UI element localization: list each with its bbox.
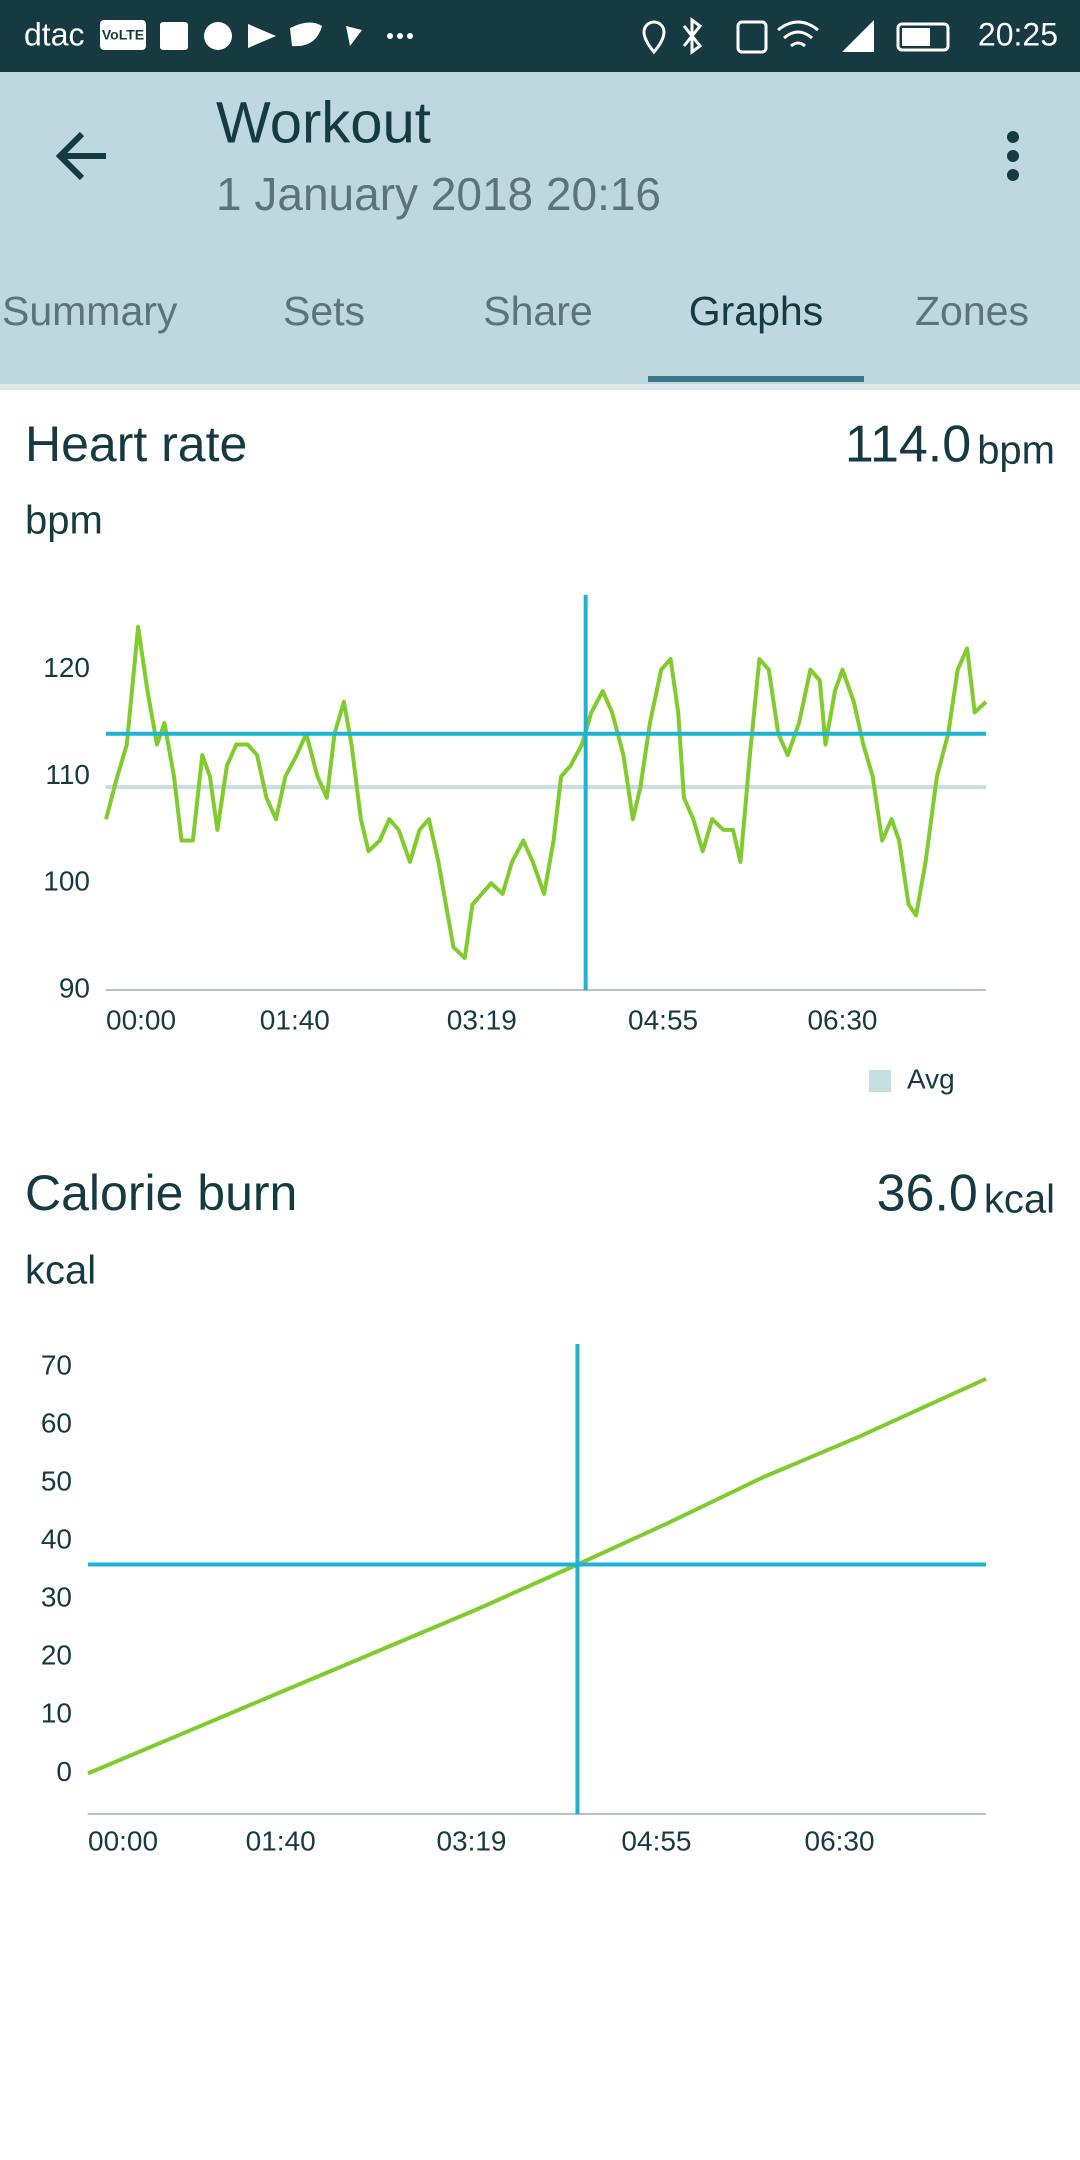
cursor-value: 36.0 — [877, 1165, 978, 1223]
back-button[interactable] — [55, 131, 106, 181]
x-tick-label: 01:40 — [260, 1004, 330, 1035]
more-dot — [407, 33, 413, 39]
x-tick-label: 04:55 — [628, 1004, 698, 1035]
x-tick-label: 00:00 — [106, 1004, 176, 1035]
chart-title: Heart rate — [25, 416, 247, 472]
legend-label: Avg — [907, 1063, 955, 1094]
y-tick-label: 100 — [43, 866, 90, 897]
y-axis-label: bpm — [25, 499, 103, 543]
y-tick-label: 30 — [41, 1582, 72, 1613]
y-tick-label: 120 — [43, 652, 90, 683]
volte-text: VoLTE — [102, 27, 144, 43]
location-icon — [642, 20, 666, 55]
twitter-icon — [290, 22, 322, 47]
tab[interactable]: Summary — [2, 288, 178, 334]
app-bar-shadow — [0, 384, 1080, 390]
y-tick-label: 70 — [41, 1350, 72, 1381]
legend-swatch — [869, 1070, 891, 1092]
y-tick-label: 50 — [41, 1466, 72, 1497]
tab[interactable]: Zones — [915, 288, 1029, 334]
header-subtitle: 1 January 2018 20:16 — [216, 168, 661, 220]
y-tick-label: 110 — [45, 759, 90, 790]
app-icon — [346, 26, 362, 46]
menu-dot — [1007, 131, 1019, 143]
messenger-icon — [204, 22, 232, 50]
more-dot — [387, 33, 393, 39]
wifi-icon — [777, 20, 819, 48]
y-tick-label: 40 — [41, 1524, 72, 1555]
series-line — [104, 625, 988, 960]
bluetooth-icon — [682, 17, 703, 55]
value-unit: kcal — [984, 1178, 1055, 1222]
x-tick-label: 03:19 — [447, 1004, 517, 1035]
volte-icon — [100, 20, 146, 50]
y-tick-label: 60 — [41, 1408, 72, 1439]
y-axis-label: kcal — [25, 1249, 96, 1293]
x-tick-label: 04:55 — [621, 1825, 691, 1856]
menu-dot — [1007, 169, 1019, 181]
value-unit: bpm — [977, 429, 1055, 473]
tab[interactable]: Graphs — [689, 288, 823, 334]
notify-icon — [248, 24, 276, 48]
x-tick-label: 01:40 — [246, 1825, 316, 1856]
tab-bar: Summary Sets Share Graphs Zones — [2, 288, 1029, 382]
header-title: Workout — [216, 90, 431, 155]
more-dot — [397, 33, 403, 39]
cursor-value: 114.0 — [845, 416, 971, 474]
x-tick-label: 06:30 — [807, 1004, 877, 1035]
carrier: dtac — [24, 16, 84, 52]
battery-icon — [896, 22, 950, 52]
chart-title: Calorie burn — [25, 1165, 297, 1221]
y-tick-label: 0 — [56, 1756, 72, 1787]
clock: 20:25 — [978, 16, 1058, 52]
menu-button[interactable] — [1007, 131, 1019, 181]
x-tick-label: 03:19 — [436, 1825, 506, 1856]
facebook-icon — [160, 22, 188, 50]
y-tick-label: 10 — [41, 1698, 72, 1729]
nfc-icon — [736, 20, 768, 54]
tab[interactable]: Sets — [283, 288, 365, 334]
x-tick-label: 06:30 — [805, 1825, 875, 1856]
tab[interactable]: Share — [483, 288, 592, 334]
battery-level — [902, 28, 930, 46]
series-line — [87, 1376, 987, 1776]
y-tick-label: 90 — [59, 972, 90, 1003]
signal-icon — [842, 20, 874, 52]
y-tick-label: 20 — [41, 1640, 72, 1671]
tab-indicator — [648, 376, 864, 382]
x-tick-label: 00:00 — [88, 1825, 158, 1856]
app-bar — [0, 72, 1080, 384]
menu-dot — [1007, 150, 1019, 162]
